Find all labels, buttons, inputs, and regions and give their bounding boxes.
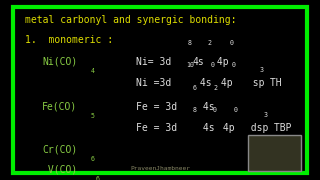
Text: V(CO): V(CO) [42,165,77,175]
Text: metal carbonyl and synergic bonding:: metal carbonyl and synergic bonding: [25,15,236,26]
Text: dsp: dsp [239,123,269,133]
Text: Ni(CO): Ni(CO) [42,57,77,67]
Text: Cr(CO): Cr(CO) [42,145,77,155]
Text: 1.  monomeric :: 1. monomeric : [25,35,113,45]
Text: 6: 6 [91,156,95,162]
Text: Ni =3d: Ni =3d [136,78,172,88]
Text: 0: 0 [211,62,215,68]
Text: 4s: 4s [192,57,204,67]
Text: 5: 5 [91,113,95,119]
Text: Fe = 3d: Fe = 3d [136,102,178,112]
Text: 4p: 4p [215,78,232,88]
Text: 0: 0 [234,107,238,112]
Text: 4s: 4s [197,123,214,133]
Text: 0: 0 [213,107,217,112]
Text: 2: 2 [213,85,217,91]
Text: PraveenJhambneer: PraveenJhambneer [130,166,190,171]
Text: 8: 8 [188,40,192,46]
Text: 8: 8 [192,107,196,112]
Text: 4p: 4p [217,123,235,133]
Text: 4s: 4s [194,78,212,88]
Text: Fe = 3d: Fe = 3d [136,123,178,133]
Text: 10: 10 [186,62,194,68]
Text: 0: 0 [230,40,234,46]
Text: 2: 2 [207,40,211,46]
Text: TBP: TBP [268,123,291,133]
Text: 0: 0 [231,62,235,68]
Text: 3: 3 [260,67,263,73]
Text: 4s: 4s [197,102,214,112]
Text: 3: 3 [264,112,268,118]
Text: 4p: 4p [211,57,229,67]
Text: 6: 6 [95,176,99,180]
Text: Fe(CO): Fe(CO) [42,102,77,112]
Text: TH: TH [264,78,281,88]
Text: sp: sp [241,78,264,88]
Text: 4: 4 [91,68,95,75]
Text: 6: 6 [192,85,196,91]
Text: Ni= 3d: Ni= 3d [136,57,172,67]
Bar [248,135,301,171]
